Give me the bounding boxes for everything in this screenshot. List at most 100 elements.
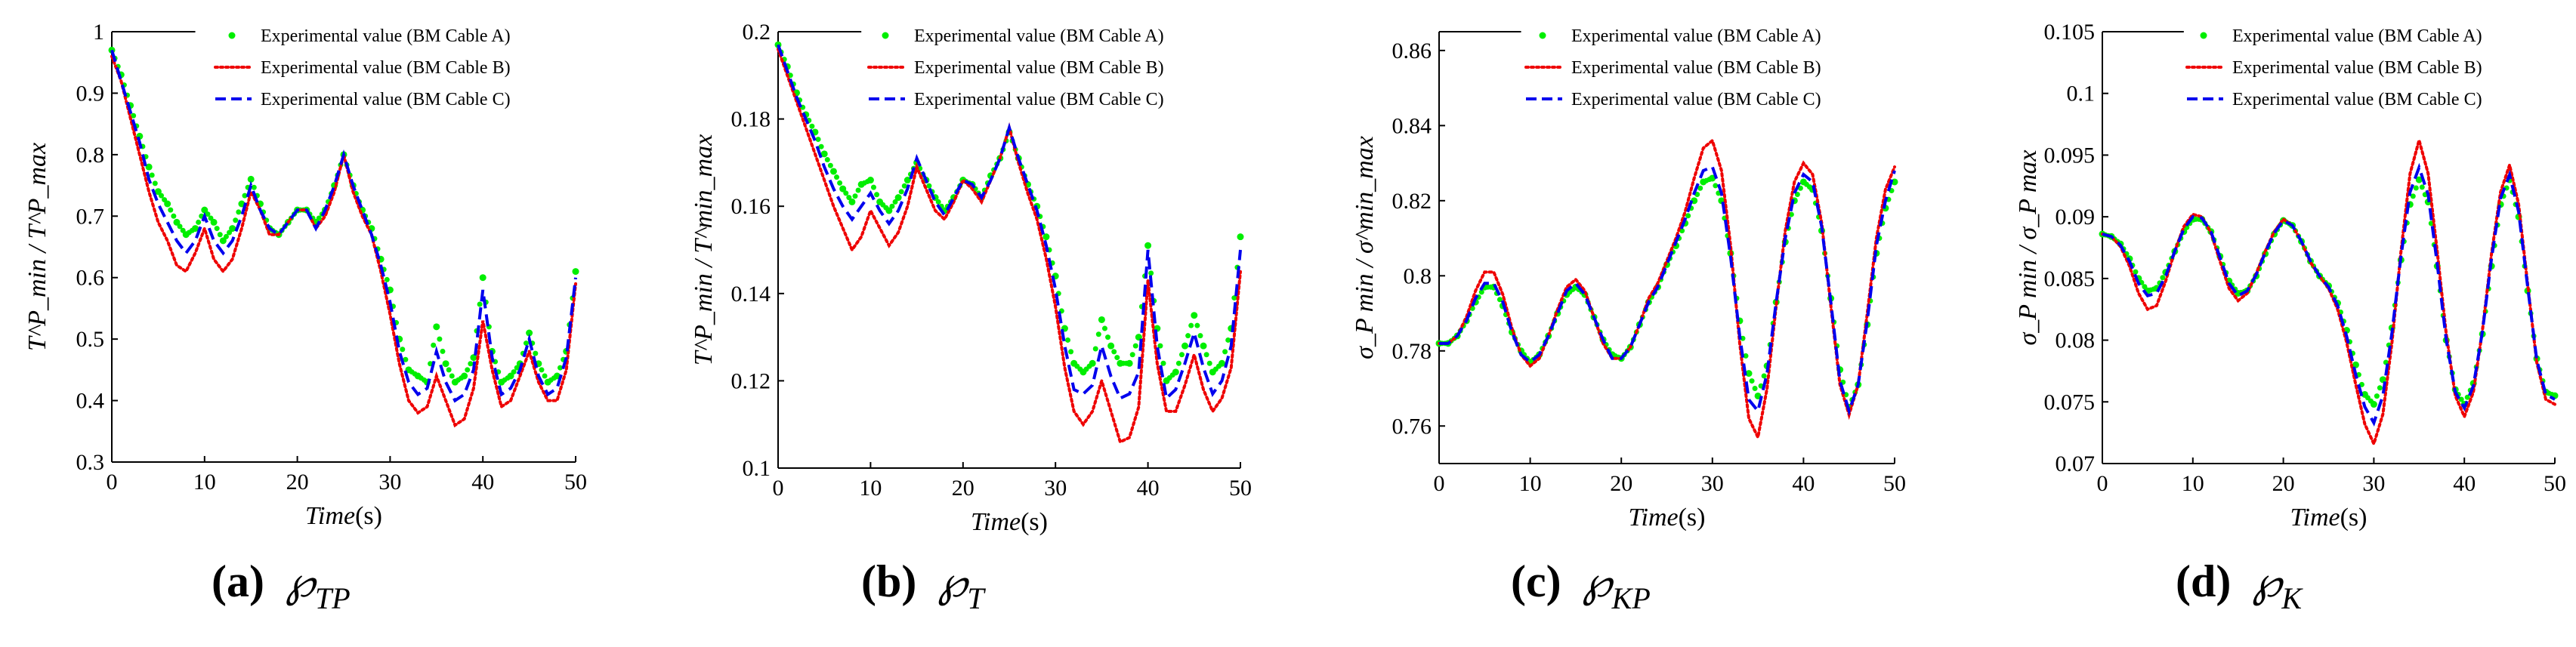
data-point [208,215,214,221]
y-tick-label: 0.1 [2067,82,2096,106]
data-point [168,207,174,213]
data-point [214,226,220,232]
x-tick-label: 0 [2097,471,2108,496]
x-tick-label: 0 [107,470,118,494]
data-point [1098,316,1105,323]
data-point [572,268,579,276]
y-tick-label: 0.14 [731,282,771,307]
data-point [864,178,870,184]
data-point [1169,372,1175,378]
data-point [1745,370,1753,377]
series-b-line [110,54,577,428]
legend: Experimental value (BM Cable A) Experimen… [1524,26,1821,109]
data-point [1225,337,1231,343]
data-point [848,198,856,205]
legend-label: Experimental value (BM Cable B) [261,58,511,78]
legend-marker-a [882,32,889,39]
data-point [421,377,427,383]
y-tick-label: 0.095 [2044,143,2096,168]
data-point [227,230,233,236]
data-point [210,218,218,226]
series-c-line [2102,162,2556,427]
panel-caption: (b) ℘T [861,556,986,615]
data-point [1148,270,1154,276]
legend-marker-a [1539,32,1546,39]
data-point [824,157,830,163]
data-point [1188,322,1194,328]
data-point [149,172,155,178]
y-tick-label: 0.12 [731,368,771,393]
legend-marker-a [228,32,236,39]
x-tick-label: 20 [286,470,309,494]
legend: Experimental value (BM Cable A) Experimen… [867,26,1164,109]
data-point [158,193,164,199]
x-axis-label: Time(s) [971,508,1048,536]
series-c-line [777,44,1242,402]
data-point [465,367,471,373]
y-axis-label: T^P_min / T^P_max [23,143,51,351]
y-tick-label: 0.2 [743,20,771,45]
y-tick-label: 0.18 [731,107,771,132]
data-point [1794,192,1800,198]
data-point [403,356,409,362]
legend-label: Experimental value (BM Cable C) [914,90,1164,109]
data-point [1761,373,1767,379]
x-axis-label: Time(s) [2290,504,2367,531]
data-point [1111,349,1117,355]
data-point [173,218,181,226]
data-point [2549,391,2555,397]
data-point [162,197,168,203]
series-c-line [110,49,577,403]
y-tick-label: 0.9 [76,81,105,106]
data-point [2133,269,2139,275]
x-tick-label: 40 [2453,471,2476,496]
data-point [247,175,255,183]
data-point [511,369,517,375]
y-tick-label: 0.16 [731,194,771,219]
data-point [223,233,229,239]
data-point [1203,352,1209,358]
data-point [1679,228,1685,234]
data-point [1107,342,1115,350]
series-c-line [1439,165,1896,416]
data-point [251,184,257,190]
data-point [874,192,880,198]
data-point [412,371,418,377]
data-point [233,217,239,223]
data-point [242,193,248,199]
data-point [820,150,828,158]
y-tick-label: 0.1 [743,456,771,481]
data-point [152,180,158,186]
data-point [1496,297,1503,303]
data-point [1797,185,1803,191]
data-point [1132,343,1138,349]
data-point [201,206,208,214]
x-axis-label: Time(s) [1628,504,1705,531]
x-tick-label: 50 [1229,476,1252,501]
y-tick-label: 0.3 [76,450,105,475]
data-point [236,209,242,215]
data-point [205,211,211,217]
data-point [470,354,477,362]
data-point [1077,366,1083,372]
data-point [1231,295,1237,301]
data-point [505,375,511,381]
data-point [1197,333,1203,339]
y-axis-label: σ_P min / σ^min_max [1351,136,1379,359]
data-point [787,72,793,79]
data-point [2352,361,2359,368]
y-tick-label: 0.76 [1392,414,1432,439]
data-point [852,193,858,199]
data-point [846,195,852,201]
x-tick-label: 0 [773,476,784,501]
data-point [2413,185,2419,191]
data-point [1129,352,1135,358]
legend-label: Experimental value (BM Cable B) [914,58,1164,78]
legend: Experimental value (BM Cable A) Experimen… [214,26,511,109]
legend-label: Experimental value (BM Cable A) [1571,26,1821,46]
y-axis-label: T^P_min / T^min_max [690,134,718,365]
data-point [1713,183,1719,189]
data-point [558,365,564,371]
data-point [171,213,177,219]
